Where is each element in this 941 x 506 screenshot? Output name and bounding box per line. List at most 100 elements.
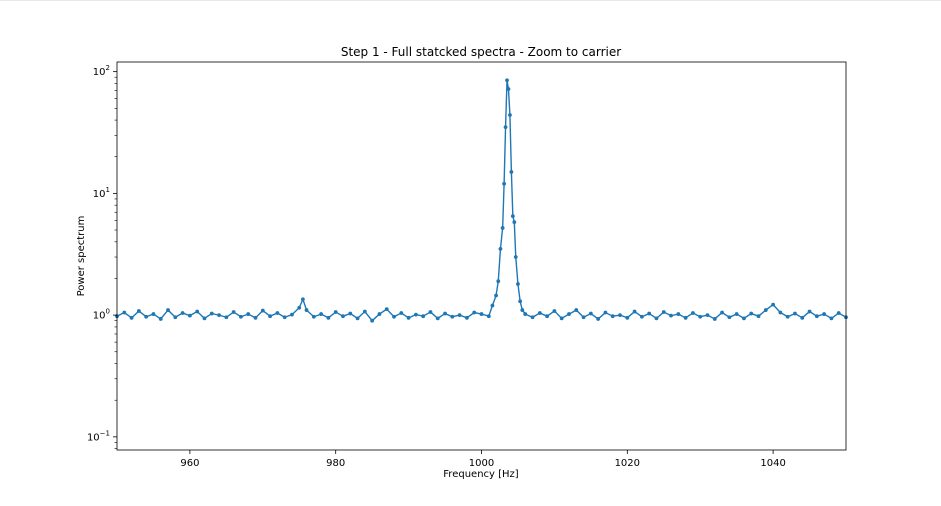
y-axis-label: Power spectrum — [76, 216, 87, 297]
data-point — [537, 311, 542, 315]
data-point — [479, 312, 484, 316]
data-point — [574, 308, 579, 312]
data-point — [639, 314, 644, 319]
data-point — [513, 255, 518, 259]
data-point — [763, 308, 768, 312]
data-point — [756, 314, 761, 319]
data-point — [508, 113, 512, 117]
data-point — [559, 316, 564, 321]
data-point — [822, 312, 827, 316]
data-point — [319, 312, 324, 316]
data-point — [443, 311, 447, 316]
data-point — [523, 312, 528, 316]
data-point — [588, 311, 593, 316]
data-point — [275, 311, 280, 315]
data-point — [173, 315, 178, 320]
data-point — [800, 315, 805, 320]
data-point — [496, 279, 501, 284]
data-point — [785, 314, 790, 319]
data-point — [618, 313, 622, 318]
axis-ticks: 960 980 1000 1020 1040 10−1 100 101 102 — [87, 64, 786, 469]
data-point — [676, 312, 681, 316]
x-axis-label: Frequency [Hz] — [443, 469, 519, 480]
data-point — [268, 314, 272, 319]
data-point — [297, 305, 302, 310]
data-point — [712, 317, 717, 321]
data-point — [333, 310, 338, 314]
data-point — [498, 246, 503, 251]
data-point — [188, 313, 192, 318]
data-point — [506, 87, 511, 91]
data-point — [300, 297, 305, 302]
axes-frame — [116, 61, 847, 451]
top-divider — [0, 0, 941, 1]
data-point — [472, 310, 477, 315]
data-point — [202, 316, 207, 321]
data-point — [231, 310, 236, 314]
data-point — [253, 315, 258, 320]
data-point — [647, 311, 652, 316]
data-point — [520, 308, 525, 312]
series-line — [116, 80, 847, 322]
data-point — [158, 317, 163, 321]
data-point — [669, 313, 673, 318]
data-point — [151, 312, 156, 316]
data-point — [311, 314, 316, 319]
data-point — [399, 311, 404, 315]
data-point — [505, 78, 509, 83]
data-point — [282, 315, 287, 320]
data-point — [610, 314, 615, 319]
data-point — [406, 315, 411, 320]
data-point — [778, 310, 783, 315]
data-point — [749, 311, 754, 316]
data-point — [683, 315, 688, 320]
data-point — [836, 311, 841, 315]
data-point — [348, 311, 353, 316]
data-point — [596, 317, 601, 321]
data-point — [829, 316, 834, 321]
data-point — [503, 125, 508, 130]
data-point — [290, 312, 294, 317]
data-point — [144, 314, 149, 319]
data-point — [727, 315, 732, 320]
data-point — [625, 315, 630, 320]
data-point — [705, 313, 710, 318]
data-point — [502, 181, 506, 186]
data-point — [500, 226, 505, 230]
data-point — [486, 314, 491, 319]
data-point — [362, 309, 367, 314]
data-point — [654, 316, 659, 321]
data-point — [771, 302, 775, 307]
data-point — [384, 307, 389, 312]
data-point — [734, 312, 739, 316]
data-point — [239, 314, 243, 319]
data-point — [457, 313, 462, 318]
data-point — [552, 309, 557, 313]
data-point — [603, 310, 608, 315]
chart-title: Step 1 - Full statcked spectra - Zoom to… — [341, 45, 621, 59]
x-tick-label: 980 — [326, 458, 345, 469]
data-point — [209, 311, 214, 316]
data-point — [370, 318, 375, 323]
plot-area — [115, 78, 848, 323]
x-tick-label: 1040 — [760, 458, 785, 469]
y-tick-label: 10−1 — [87, 429, 110, 443]
data-point — [355, 316, 360, 321]
data-point — [224, 315, 229, 320]
data-point — [377, 312, 382, 316]
data-point — [260, 308, 265, 313]
data-point — [326, 315, 331, 320]
data-point — [465, 315, 469, 320]
x-tick-label: 1020 — [615, 458, 640, 469]
data-point — [807, 309, 812, 314]
data-point — [518, 299, 523, 304]
data-point — [428, 310, 433, 314]
data-point — [166, 308, 170, 312]
data-point — [516, 282, 520, 286]
data-point — [450, 314, 455, 319]
data-point — [136, 309, 141, 313]
data-point — [632, 309, 637, 314]
data-point — [494, 293, 498, 298]
data-point — [246, 312, 251, 316]
